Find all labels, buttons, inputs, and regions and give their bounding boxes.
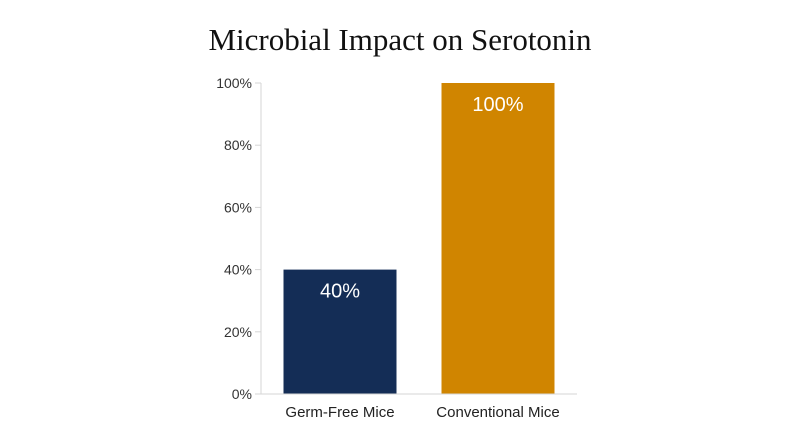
y-tick-label: 80% bbox=[224, 137, 252, 153]
y-tick-label: 20% bbox=[224, 324, 252, 340]
y-tick-label: 40% bbox=[224, 262, 252, 278]
y-tick-label: 100% bbox=[216, 75, 252, 91]
bars: 40% 100% bbox=[283, 83, 555, 394]
bar-germ-free-mice bbox=[283, 269, 397, 394]
bar-conventional-mice bbox=[441, 83, 555, 394]
chart-title: Microbial Impact on Serotonin bbox=[208, 22, 592, 57]
bar-data-label: 100% bbox=[472, 94, 523, 116]
y-axis: 0% 20% 40% 60% 80% 100% bbox=[216, 75, 262, 402]
bar-data-label: 40% bbox=[320, 281, 360, 303]
x-category-label: Germ-Free Mice bbox=[285, 404, 394, 421]
x-category-label: Conventional Mice bbox=[436, 404, 559, 421]
y-tick-label: 60% bbox=[224, 199, 252, 215]
y-tick-label: 0% bbox=[232, 386, 252, 402]
x-axis: Germ-Free Mice Conventional Mice bbox=[261, 393, 577, 421]
